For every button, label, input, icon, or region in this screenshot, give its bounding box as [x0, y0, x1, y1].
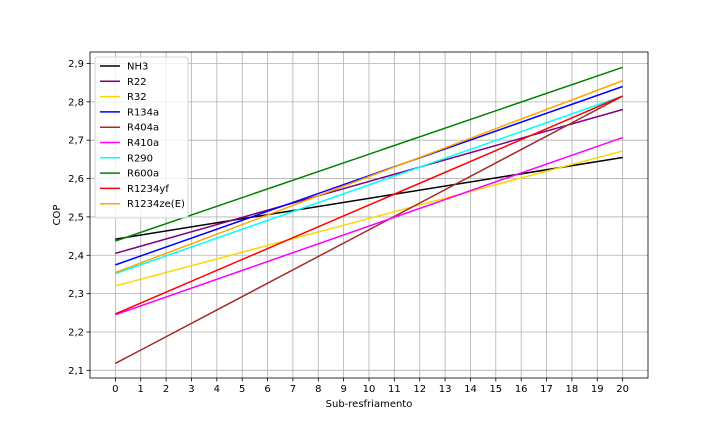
- x-tick-label: 1: [138, 384, 144, 395]
- legend-label: NH3: [127, 62, 148, 73]
- legend: NH3 R22 R32 R134a R404a R410a R290 R600a R1234yf…: [95, 57, 188, 218]
- x-tick-label: 16: [515, 384, 528, 395]
- x-tick-label: 20: [616, 384, 629, 395]
- x-tick-label: 8: [315, 384, 321, 395]
- legend-label: R290: [127, 153, 153, 164]
- x-tick-label: 3: [188, 384, 194, 395]
- legend-label: R404a: [127, 123, 159, 134]
- y-tick-label: 2,2: [68, 327, 84, 338]
- legend-label: R600a: [127, 169, 159, 180]
- y-tick-label: 2,5: [68, 212, 84, 223]
- x-tick-label: 2: [163, 384, 169, 395]
- legend-label: R22: [127, 77, 147, 88]
- legend-label: R410a: [127, 138, 159, 149]
- x-tick-label: 11: [388, 384, 401, 395]
- legend-label: R1234ze(E): [127, 199, 185, 210]
- y-tick-label: 2,9: [68, 59, 84, 70]
- x-tick-label: 9: [340, 384, 346, 395]
- x-tick-label: 6: [264, 384, 270, 395]
- legend-label: R1234yf: [127, 184, 169, 195]
- x-tick-label: 4: [214, 384, 220, 395]
- x-tick-label: 7: [290, 384, 296, 395]
- y-tick-label: 2,8: [68, 97, 84, 108]
- y-tick-label: 2,3: [68, 289, 84, 300]
- x-tick-label: 18: [566, 384, 579, 395]
- y-tick-label: 2,7: [68, 136, 84, 147]
- x-tick-label: 17: [540, 384, 553, 395]
- y-tick-label: 2,6: [68, 174, 84, 185]
- x-tick-label: 5: [239, 384, 245, 395]
- legend-label: R134a: [127, 107, 159, 118]
- x-tick-label: 19: [591, 384, 604, 395]
- x-tick-label: 14: [464, 384, 477, 395]
- y-tick-label: 2,1: [68, 366, 84, 377]
- y-axis-label: COP: [52, 205, 63, 226]
- x-tick-label: 0: [112, 384, 118, 395]
- x-tick-label: 12: [413, 384, 426, 395]
- x-tick-label: 15: [489, 384, 502, 395]
- x-axis-label: Sub-resfriamento: [326, 399, 413, 410]
- x-tick-label: 10: [363, 384, 376, 395]
- x-tick-label: 13: [439, 384, 452, 395]
- legend-label: R32: [127, 92, 147, 103]
- y-tick-label: 2,4: [68, 251, 84, 262]
